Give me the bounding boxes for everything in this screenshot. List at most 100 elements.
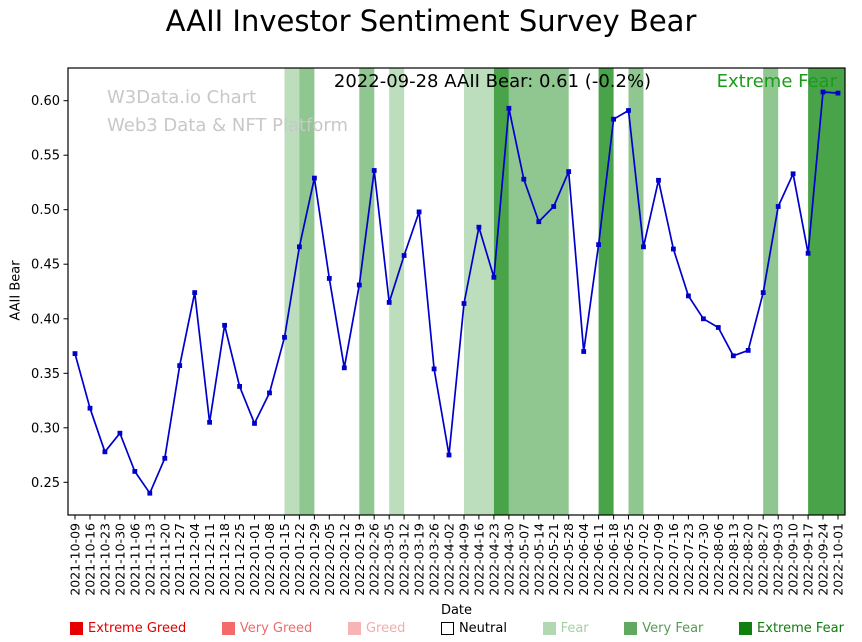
- data-point: [401, 253, 407, 258]
- x-tick-label: 2022-06-11: [591, 523, 606, 596]
- sentiment-band-extreme_fear: [598, 68, 614, 515]
- data-point: [102, 449, 108, 455]
- data-point: [641, 244, 646, 250]
- x-tick-label: 2022-03-19: [412, 523, 427, 596]
- data-point: [147, 490, 153, 496]
- sentiment-band-very_fear: [359, 68, 375, 515]
- x-tick-label: 2022-06-25: [621, 523, 636, 596]
- x-tick-label: 2022-02-19: [352, 523, 367, 596]
- legend-item-extreme-greed: Extreme Greed: [70, 621, 186, 636]
- x-tick-label: 2021-12-11: [202, 523, 217, 596]
- x-tick-label: 2022-07-09: [651, 523, 666, 596]
- sentiment-band-extreme_fear: [493, 68, 509, 515]
- x-tick-label: 2021-12-25: [232, 523, 247, 596]
- data-point: [416, 209, 422, 215]
- y-tick-label: 0.60: [31, 94, 60, 109]
- x-tick-label: 2022-05-07: [516, 523, 531, 596]
- y-tick-label: 0.25: [31, 476, 60, 491]
- data-point: [626, 108, 631, 113]
- sentiment-band-very_fear: [628, 68, 644, 515]
- data-point: [446, 452, 452, 458]
- data-point: [162, 455, 168, 461]
- sentiment-band-very_fear: [508, 68, 569, 515]
- chart-title: AAII Investor Sentiment Survey Bear: [165, 4, 697, 38]
- data-point: [760, 290, 766, 295]
- legend-item-very-greed: Very Greed: [221, 621, 312, 636]
- data-point: [132, 469, 138, 474]
- data-point: [72, 351, 78, 356]
- data-point: [491, 274, 497, 280]
- x-tick-label: 2022-01-22: [292, 523, 307, 596]
- x-tick-label: 2022-04-16: [471, 523, 486, 596]
- legend-label-extreme-greed: Extreme Greed: [88, 620, 187, 636]
- x-tick-label: 2022-04-30: [501, 523, 516, 596]
- data-point: [326, 276, 332, 281]
- x-tick-label: 2021-12-04: [187, 523, 202, 596]
- x-tick-label: 2022-07-23: [681, 523, 696, 596]
- data-point: [730, 353, 736, 359]
- data-point: [207, 419, 212, 425]
- data-point: [506, 105, 512, 111]
- data-point: [566, 169, 572, 174]
- x-tick-label: 2022-10-01: [831, 523, 846, 596]
- data-point: [686, 293, 691, 299]
- data-point: [521, 176, 527, 182]
- x-axis-label: Date: [440, 603, 473, 618]
- legend-swatch-extreme-greed: [70, 621, 83, 635]
- data-point: [820, 89, 826, 95]
- legend-label-very-fear: Very Fear: [642, 620, 704, 636]
- y-tick-label: 0.55: [31, 149, 60, 164]
- x-tick-label: 2022-02-12: [337, 523, 352, 596]
- y-tick-label: 0.40: [31, 312, 60, 327]
- data-point: [656, 177, 661, 183]
- x-tick-label: 2022-07-16: [666, 523, 681, 596]
- data-point: [386, 300, 392, 305]
- x-tick-label: 2022-09-24: [816, 523, 831, 596]
- x-tick-label: 2021-10-16: [83, 523, 98, 596]
- y-tick-label: 0.50: [31, 203, 60, 218]
- x-tick-label: 2021-11-13: [142, 523, 157, 596]
- x-tick-label: 2022-05-21: [546, 523, 561, 596]
- data-point: [671, 246, 676, 252]
- data-point: [805, 250, 811, 256]
- data-point: [790, 171, 796, 177]
- x-tick-label: 2021-10-09: [68, 523, 83, 596]
- data-point: [237, 384, 242, 389]
- legend-item-extreme-fear: Extreme Fear: [739, 621, 844, 636]
- x-tick-label: 2022-05-28: [561, 523, 576, 596]
- data-point: [177, 363, 183, 368]
- data-point: [461, 301, 467, 306]
- x-tick-label: 2022-02-05: [322, 523, 337, 596]
- legend-label-fear: Fear: [560, 620, 589, 636]
- x-tick-label: 2021-10-30: [112, 523, 127, 596]
- legend-swatch-extreme-fear: [739, 621, 753, 635]
- data-point: [297, 244, 302, 250]
- data-point: [536, 219, 542, 225]
- legend-item-fear: Fear: [542, 620, 589, 636]
- y-tick-label: 0.35: [31, 367, 60, 382]
- x-tick-label: 2021-10-23: [97, 523, 112, 596]
- x-tick-label: 2022-06-18: [606, 523, 621, 596]
- x-tick-label: 2022-03-05: [382, 523, 397, 596]
- annotation: 2022-09-28 AAII Bear: 0.61 (-0.2%) Extre…: [68, 71, 845, 93]
- x-tick-label: 2022-04-02: [442, 523, 457, 596]
- x-tick-label: 2022-01-08: [262, 523, 277, 596]
- bear-line: [74, 91, 839, 495]
- x-tick-label: 2021-11-20: [157, 523, 172, 596]
- x-tick-label: 2022-05-14: [531, 523, 546, 596]
- annotation-text: 2022-09-28 AAII Bear: 0.61 (-0.2%): [333, 71, 652, 92]
- data-point: [431, 366, 437, 372]
- x-tick-label: 2022-01-01: [247, 523, 262, 596]
- legend-item-very-fear: Very Fear: [624, 621, 703, 636]
- data-point: [596, 242, 601, 247]
- x-tick-label: 2022-09-03: [771, 523, 786, 596]
- y-tick-label: 0.30: [31, 421, 60, 436]
- data-point: [775, 204, 781, 209]
- x-tick-label: 2021-11-06: [127, 523, 142, 596]
- sentiment-band-very_fear: [763, 68, 779, 515]
- sentiment-band-fear: [389, 68, 405, 515]
- data-point: [117, 430, 123, 436]
- data-point: [192, 290, 198, 295]
- data-point: [341, 365, 347, 371]
- x-tick-label: 2022-04-09: [457, 523, 472, 596]
